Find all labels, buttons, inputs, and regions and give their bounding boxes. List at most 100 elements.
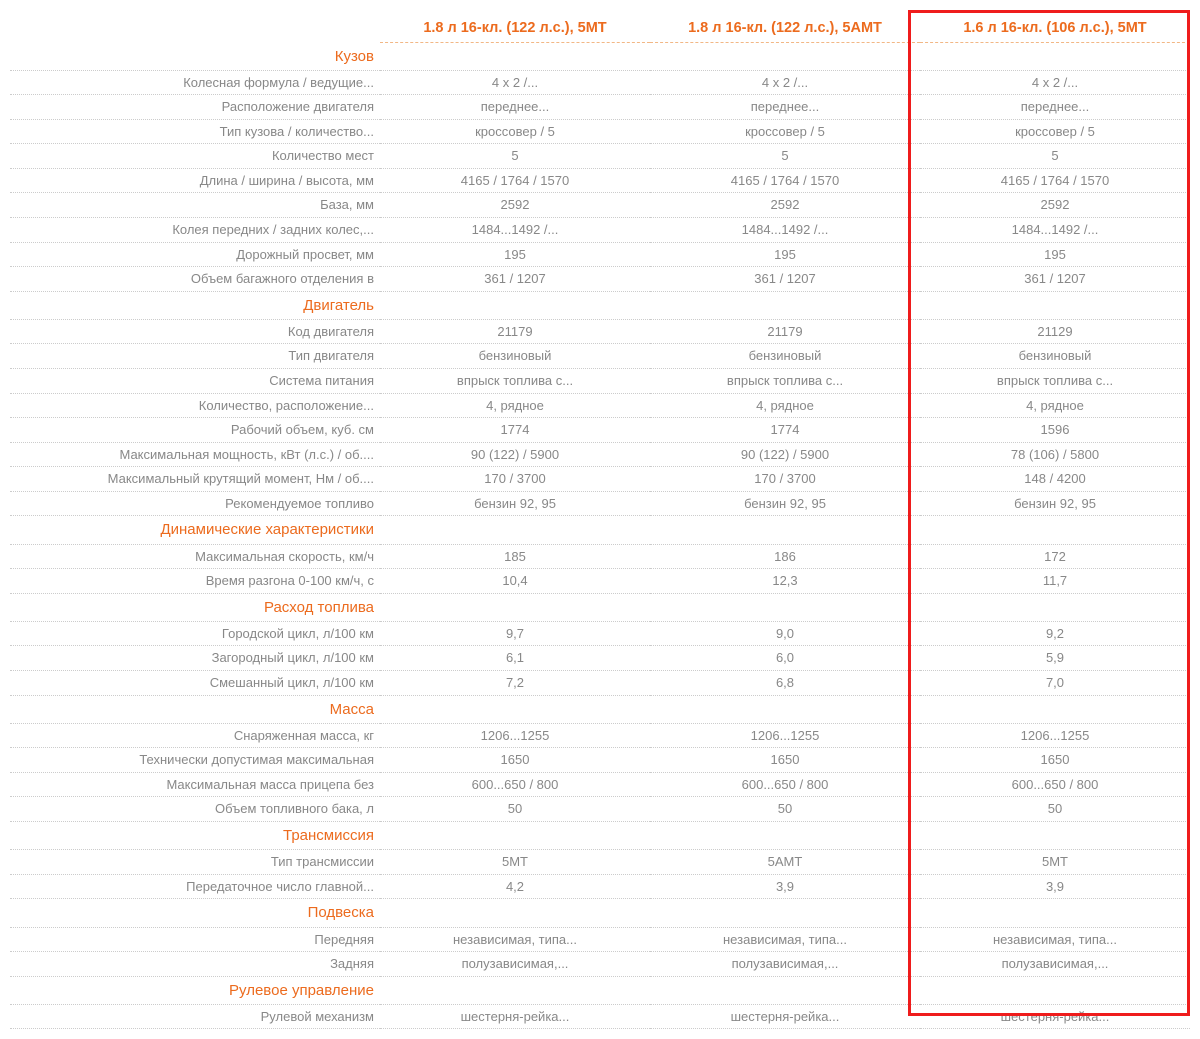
cell-value: переднее...: [650, 95, 920, 120]
section-empty-cell: [380, 899, 650, 927]
table-row: Максимальная масса прицепа без600...650 …: [10, 772, 1190, 797]
table-row: Максимальный крутящий момент, Нм / об...…: [10, 467, 1190, 492]
cell-value: 4, рядное: [920, 393, 1190, 418]
section-empty-cell: [380, 593, 650, 621]
cell-value: 1484...1492 /...: [920, 218, 1190, 243]
cell-value: 6,8: [650, 670, 920, 695]
row-label: Время разгона 0-100 км/ч, с: [10, 569, 380, 594]
section-empty-cell: [920, 695, 1190, 723]
section-label: Динамические характеристики: [10, 516, 380, 544]
table-row: Тип двигателябензиновыйбензиновыйбензино…: [10, 344, 1190, 369]
table-row: Расположение двигателяпереднее...передне…: [10, 95, 1190, 120]
row-label: Рулевой механизм: [10, 1004, 380, 1029]
section-empty-cell: [920, 976, 1190, 1004]
row-label: Задняя: [10, 952, 380, 977]
section-empty-cell: [920, 291, 1190, 319]
table-row: Количество, расположение...4, рядное4, р…: [10, 393, 1190, 418]
cell-value: 1484...1492 /...: [380, 218, 650, 243]
row-label: Количество мест: [10, 144, 380, 169]
section-empty-cell: [380, 291, 650, 319]
section-empty-cell: [650, 821, 920, 849]
section-empty-cell: [650, 43, 920, 71]
cell-value: 4, рядное: [650, 393, 920, 418]
table-row: База, мм259225922592: [10, 193, 1190, 218]
cell-value: 11,7: [920, 569, 1190, 594]
cell-value: 4, рядное: [380, 393, 650, 418]
section-row: Динамические характеристики: [10, 516, 1190, 544]
cell-value: 195: [920, 242, 1190, 267]
cell-value: 3,9: [920, 874, 1190, 899]
section-row: Масса: [10, 695, 1190, 723]
table-row: Дорожный просвет, мм195195195: [10, 242, 1190, 267]
cell-value: 361 / 1207: [380, 267, 650, 292]
row-label: Тип трансмиссии: [10, 850, 380, 875]
cell-value: 170 / 3700: [380, 467, 650, 492]
section-row: Трансмиссия: [10, 821, 1190, 849]
cell-value: независимая, типа...: [650, 927, 920, 952]
table-row: Количество мест555: [10, 144, 1190, 169]
cell-value: бензин 92, 95: [920, 491, 1190, 516]
section-empty-cell: [380, 516, 650, 544]
section-row: Рулевое управление: [10, 976, 1190, 1004]
cell-value: 78 (106) / 5800: [920, 442, 1190, 467]
section-label: Расход топлива: [10, 593, 380, 621]
column-header[interactable]: 1.8 л 16-кл. (122 л.с.), 5МТ: [380, 10, 650, 43]
cell-value: 21179: [650, 319, 920, 344]
cell-value: бензиновый: [650, 344, 920, 369]
section-row: Кузов: [10, 43, 1190, 71]
section-label: Кузов: [10, 43, 380, 71]
row-label: Система питания: [10, 369, 380, 394]
cell-value: 4165 / 1764 / 1570: [920, 168, 1190, 193]
cell-value: 4,2: [380, 874, 650, 899]
row-label: Колея передних / задних колес,...: [10, 218, 380, 243]
column-header[interactable]: 1.6 л 16-кл. (106 л.с.), 5МТ: [920, 10, 1190, 43]
table-row: Код двигателя211792117921129: [10, 319, 1190, 344]
section-empty-cell: [650, 516, 920, 544]
cell-value: 7,2: [380, 670, 650, 695]
cell-value: шестерня-рейка...: [380, 1004, 650, 1029]
cell-value: 1596: [920, 418, 1190, 443]
cell-value: 1650: [380, 748, 650, 773]
cell-value: 50: [920, 797, 1190, 822]
cell-value: 4165 / 1764 / 1570: [380, 168, 650, 193]
section-label: Двигатель: [10, 291, 380, 319]
table-row: Система питаниявпрыск топлива с...впрыск…: [10, 369, 1190, 394]
cell-value: 195: [650, 242, 920, 267]
row-label: Технически допустимая максимальная: [10, 748, 380, 773]
cell-value: 21129: [920, 319, 1190, 344]
cell-value: 186: [650, 544, 920, 569]
table-row: Колея передних / задних колес,...1484...…: [10, 218, 1190, 243]
cell-value: 170 / 3700: [650, 467, 920, 492]
table-row: Длина / ширина / высота, мм4165 / 1764 /…: [10, 168, 1190, 193]
cell-value: 1206...1255: [920, 723, 1190, 748]
row-label: Объем багажного отделения в: [10, 267, 380, 292]
row-label: Максимальная масса прицепа без: [10, 772, 380, 797]
cell-value: 1650: [650, 748, 920, 773]
row-label: Дорожный просвет, мм: [10, 242, 380, 267]
cell-value: 90 (122) / 5900: [650, 442, 920, 467]
table-row: Смешанный цикл, л/100 км7,26,87,0: [10, 670, 1190, 695]
cell-value: 4 x 2 /...: [650, 70, 920, 95]
cell-value: переднее...: [380, 95, 650, 120]
cell-value: 195: [380, 242, 650, 267]
section-empty-cell: [650, 899, 920, 927]
cell-value: 1206...1255: [380, 723, 650, 748]
table-row: Рулевой механизмшестерня-рейка...шестерн…: [10, 1004, 1190, 1029]
cell-value: 4165 / 1764 / 1570: [650, 168, 920, 193]
table-row: Снаряженная масса, кг1206...12551206...1…: [10, 723, 1190, 748]
row-label: Количество, расположение...: [10, 393, 380, 418]
section-empty-cell: [380, 821, 650, 849]
section-empty-cell: [920, 821, 1190, 849]
row-label: Длина / ширина / высота, мм: [10, 168, 380, 193]
cell-value: впрыск топлива с...: [380, 369, 650, 394]
section-label: Трансмиссия: [10, 821, 380, 849]
table-row: Технически допустимая максимальная165016…: [10, 748, 1190, 773]
table-row: Рабочий объем, куб. см177417741596: [10, 418, 1190, 443]
cell-value: 5АМТ: [650, 850, 920, 875]
row-label: База, мм: [10, 193, 380, 218]
cell-value: 1650: [920, 748, 1190, 773]
cell-value: полузависимая,...: [380, 952, 650, 977]
column-header[interactable]: 1.8 л 16-кл. (122 л.с.), 5АМТ: [650, 10, 920, 43]
section-empty-cell: [650, 593, 920, 621]
table-row: Время разгона 0-100 км/ч, с10,412,311,7: [10, 569, 1190, 594]
